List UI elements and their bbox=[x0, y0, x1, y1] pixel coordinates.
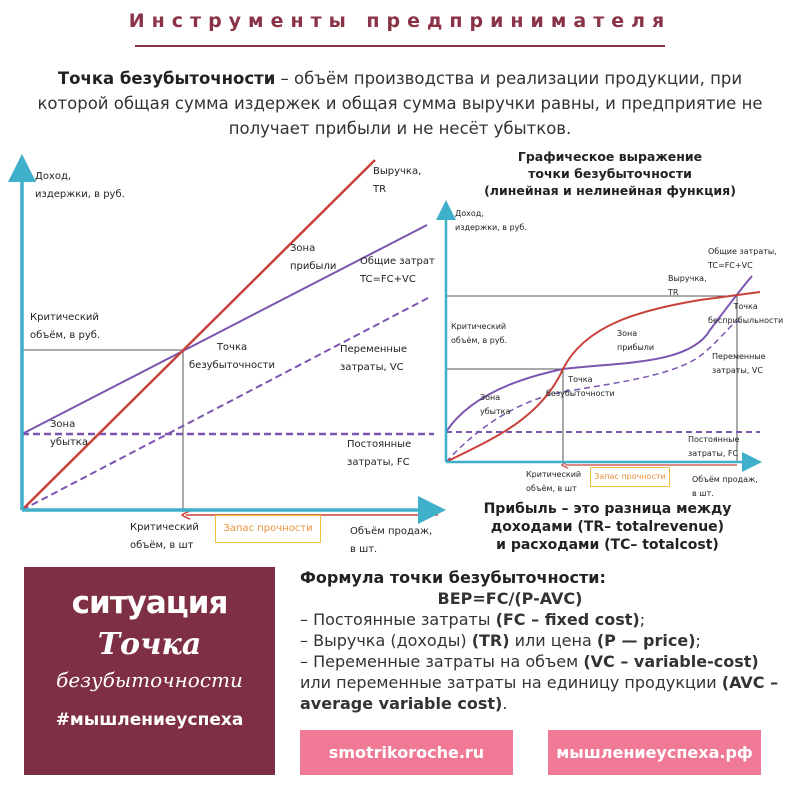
intro-text: Точка безубыточности – объём производств… bbox=[20, 66, 780, 141]
left-variable-label: Переменные затраты, VC bbox=[340, 344, 407, 373]
formula-heading: Формула точки безубыточности: bbox=[300, 568, 606, 587]
left-revenue-label: Выручка, TR bbox=[373, 166, 422, 195]
left-y-axis-label: Доход, издержки, в руб. bbox=[35, 171, 125, 200]
left-profit-zone-label: Зона прибыли bbox=[290, 243, 337, 272]
link-myshlenie-uspekha[interactable]: мышлениеуспеха.рф bbox=[548, 730, 761, 775]
right-no-profit-label: Точка бесприбыльности bbox=[708, 302, 784, 325]
situation-topic-2: безубыточности bbox=[56, 668, 243, 692]
left-total-cost-label: Общие затрат TC=FC+VC bbox=[360, 256, 435, 285]
hashtag: #мышлениеуспеха bbox=[55, 710, 244, 730]
right-break-even-label: Точка безубыточности bbox=[546, 375, 615, 398]
formula-item: – Выручка (доходы) (TR) или цена (P — pr… bbox=[300, 631, 701, 650]
right-critical-units-label: Критический объём, в шт bbox=[526, 470, 582, 493]
formula-item: – Переменные затраты на объем (VC – vari… bbox=[300, 652, 779, 713]
right-variable-label: Переменные затраты, VC bbox=[712, 352, 766, 375]
right-x-axis-label: Объём продаж, в шт. bbox=[692, 475, 758, 498]
title-divider bbox=[135, 45, 665, 47]
right-y-axis-label: Доход, издержки, в руб. bbox=[455, 209, 527, 232]
left-margin-box: Запас прочности bbox=[215, 515, 321, 543]
right-chart-title: Графическое выражение точки безубыточност… bbox=[484, 149, 736, 198]
left-break-even-label: Точка безубыточности bbox=[189, 342, 275, 371]
profit-caption: Прибыль – это разница между доходами (TR–… bbox=[483, 501, 732, 553]
situation-label: ситуация bbox=[71, 585, 229, 621]
left-tr-line bbox=[21, 159, 376, 511]
intro-definition: – объём производства и реализации продук… bbox=[37, 69, 763, 138]
formula-item: – Постоянные затраты (FC – fixed cost); bbox=[300, 610, 646, 629]
formula-expression: BEP=FC/(P-AVC) bbox=[437, 589, 583, 608]
right-tc-curve bbox=[445, 275, 753, 433]
intro-term: Точка безубыточности bbox=[57, 69, 276, 88]
right-margin-box: Запас прочности bbox=[590, 467, 670, 487]
right-total-cost-label: Общие затраты, TC=FC+VC bbox=[708, 247, 777, 270]
left-tc-line bbox=[21, 224, 428, 435]
left-critical-rub-label: Критический объём, в руб. bbox=[30, 312, 101, 341]
situation-topic-1: Точка bbox=[97, 627, 202, 662]
left-loss-zone-label: Зона убытка bbox=[50, 419, 88, 448]
link-smotrikoroche[interactable]: smotrikoroche.ru bbox=[300, 730, 513, 775]
right-critical-rub-label: Критический объём, в руб. bbox=[451, 322, 508, 345]
formula-block: Формула точки безубыточности: BEP=FC/(P-… bbox=[300, 567, 780, 714]
left-fixed-label: Постоянные затраты, FC bbox=[347, 439, 412, 468]
right-fixed-label: Постоянные затраты, FC bbox=[688, 435, 740, 458]
right-profit-zone-label: Зона прибыли bbox=[617, 329, 655, 352]
left-critical-units-label: Критический объём, в шт bbox=[130, 522, 199, 551]
right-revenue-label: Выручка, TR bbox=[668, 274, 707, 297]
right-loss-zone-label: Зона убытка bbox=[480, 393, 511, 416]
right-tr-curve bbox=[445, 291, 761, 463]
left-x-axis-label: Объём продаж, в шт. bbox=[350, 526, 433, 555]
page-title: Инструменты предпринимателя bbox=[128, 10, 672, 32]
situation-card: ситуация Точка безубыточности #мышлениеу… bbox=[24, 567, 275, 775]
right-chart bbox=[436, 200, 762, 472]
